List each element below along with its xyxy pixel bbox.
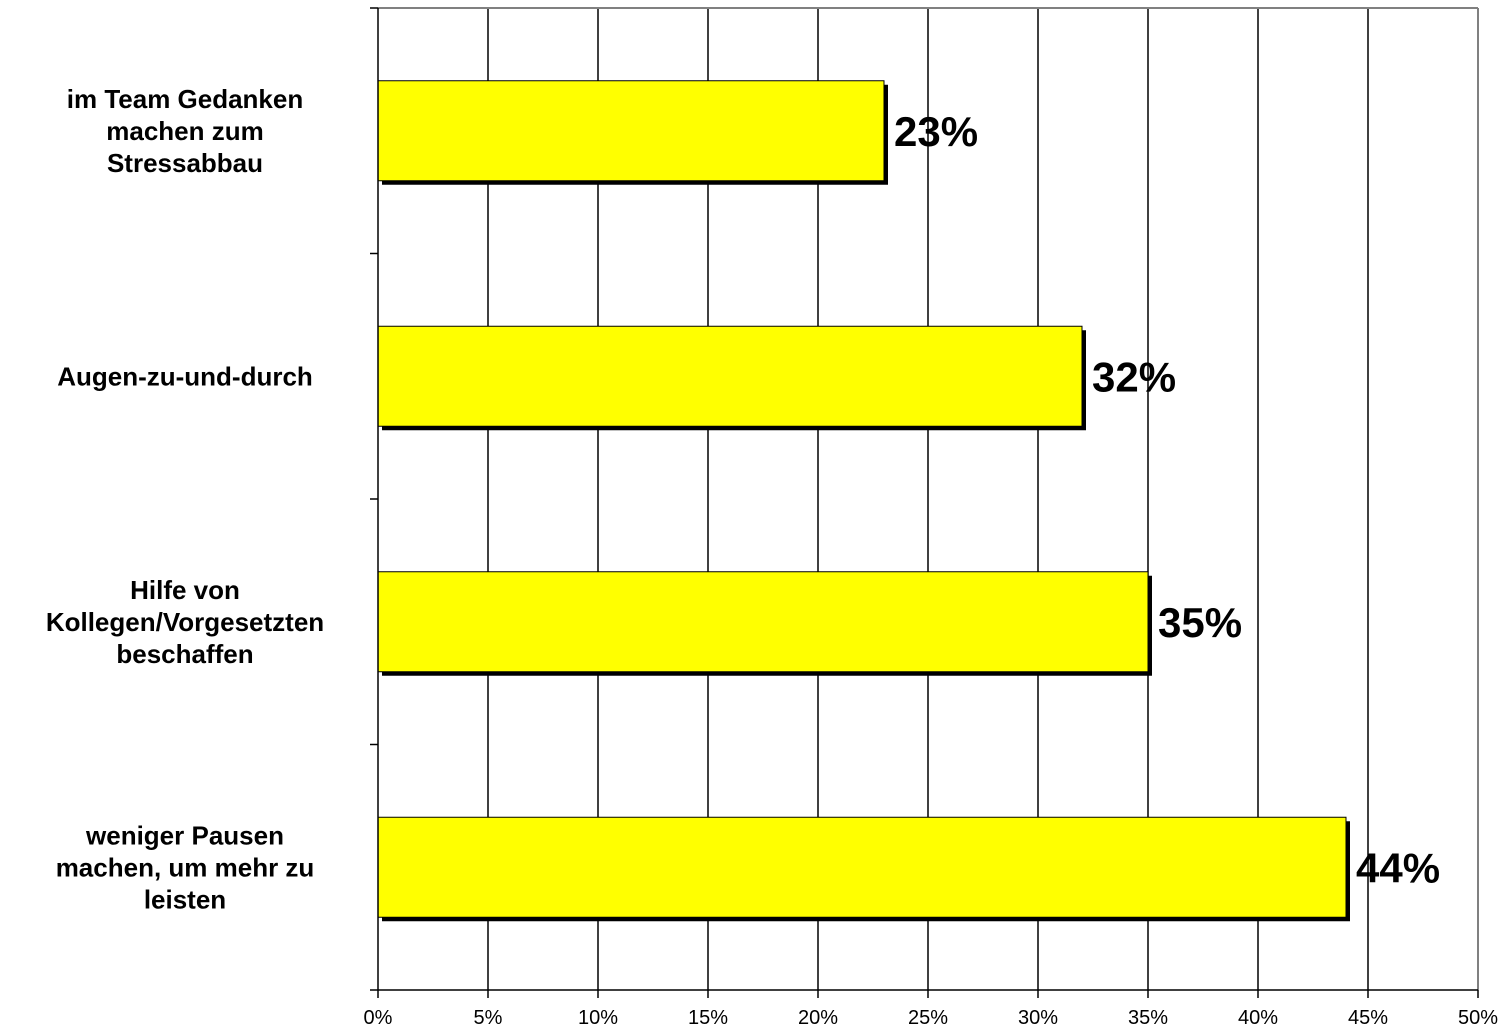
x-tick-label: 50% xyxy=(1458,1007,1498,1029)
axis-layer xyxy=(370,7,1479,998)
category-label: im Team Gedanken machen zum Stressabbau xyxy=(67,84,304,178)
bar xyxy=(377,571,1149,673)
x-tick-label: 30% xyxy=(1018,1007,1058,1029)
labels-layer: 0% 5% 10% 15% 20% 25% 30% 35% 40% 45% 50% 23% im Tea… xyxy=(46,84,1498,1029)
bar xyxy=(377,80,885,182)
category-label: Augen-zu-und-durch xyxy=(57,361,313,391)
category-label-line: Augen-zu-und-durch xyxy=(57,361,313,391)
x-tick-label: 45% xyxy=(1348,1007,1388,1029)
category-label-line: weniger Pausen xyxy=(85,820,284,850)
x-tick-label: 20% xyxy=(798,1007,838,1029)
category-label-line: im Team Gedanken xyxy=(67,84,304,114)
category-label-line: machen zum xyxy=(106,116,264,146)
x-tick-label: 10% xyxy=(578,1007,618,1029)
category-label-line: Kollegen/Vorgesetzten xyxy=(46,607,324,637)
x-tick-label: 35% xyxy=(1128,1007,1168,1029)
category-label-line: machen, um mehr zu xyxy=(56,852,315,882)
x-tick-label: 0% xyxy=(364,1007,393,1029)
x-tick-label: 25% xyxy=(908,1007,948,1029)
bar-value-label: 35% xyxy=(1158,599,1242,646)
bar-value-label: 23% xyxy=(894,108,978,155)
bars-layer xyxy=(377,80,1350,922)
x-tick-label: 5% xyxy=(474,1007,503,1029)
category-label: Hilfe von Kollegen/Vorgesetzten beschaffen xyxy=(46,575,324,669)
category-label-line: Stressabbau xyxy=(107,148,263,178)
x-tick-label: 15% xyxy=(688,1007,728,1029)
bar xyxy=(377,325,1083,427)
x-tick-label: 40% xyxy=(1238,1007,1278,1029)
bar xyxy=(377,816,1347,918)
category-label: weniger Pausen machen, um mehr zu leisten xyxy=(56,820,315,914)
category-label-line: beschaffen xyxy=(116,639,253,669)
bar-value-label: 32% xyxy=(1092,353,1176,400)
bar-value-label: 44% xyxy=(1356,844,1440,891)
category-label-line: leisten xyxy=(144,884,226,914)
category-label-line: Hilfe von xyxy=(130,575,240,605)
